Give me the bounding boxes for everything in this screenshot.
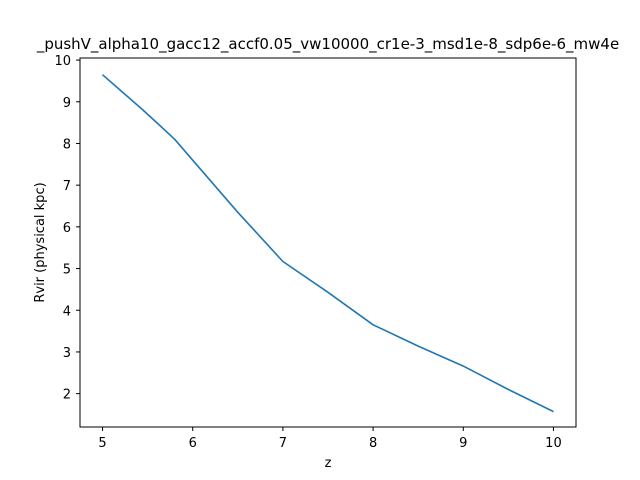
x-tick-label: 7 bbox=[279, 436, 287, 451]
x-tick-label: 6 bbox=[189, 436, 197, 451]
chart-title: _pushV_alpha10_gacc12_accf0.05_vw10000_c… bbox=[36, 35, 619, 54]
y-tick-label: 5 bbox=[63, 263, 71, 278]
axes-frame bbox=[79, 57, 577, 428]
x-axis-ticks: 5 6 7 8 9 10 bbox=[98, 427, 562, 451]
y-tick-label: 3 bbox=[63, 346, 71, 361]
y-tick-label: 4 bbox=[63, 304, 71, 319]
y-tick-label: 2 bbox=[63, 388, 71, 403]
x-tick-label: 9 bbox=[459, 436, 467, 451]
series-line bbox=[101, 74, 554, 413]
y-tick-label: 8 bbox=[63, 137, 71, 152]
y-tick-label: 9 bbox=[63, 96, 71, 111]
x-tick-label: 8 bbox=[369, 436, 377, 451]
x-tick-label: 10 bbox=[545, 436, 562, 451]
x-axis-label: z bbox=[325, 456, 332, 471]
plot-marks bbox=[101, 74, 554, 413]
y-axis-ticks: 2 3 4 5 6 7 8 9 10 bbox=[54, 54, 80, 403]
y-tick-label: 6 bbox=[63, 221, 71, 236]
y-tick-label: 10 bbox=[54, 54, 71, 69]
x-tick-label: 5 bbox=[98, 436, 106, 451]
y-tick-label: 7 bbox=[63, 179, 71, 194]
y-axis-label: Rvir (physical kpc) bbox=[33, 182, 48, 302]
